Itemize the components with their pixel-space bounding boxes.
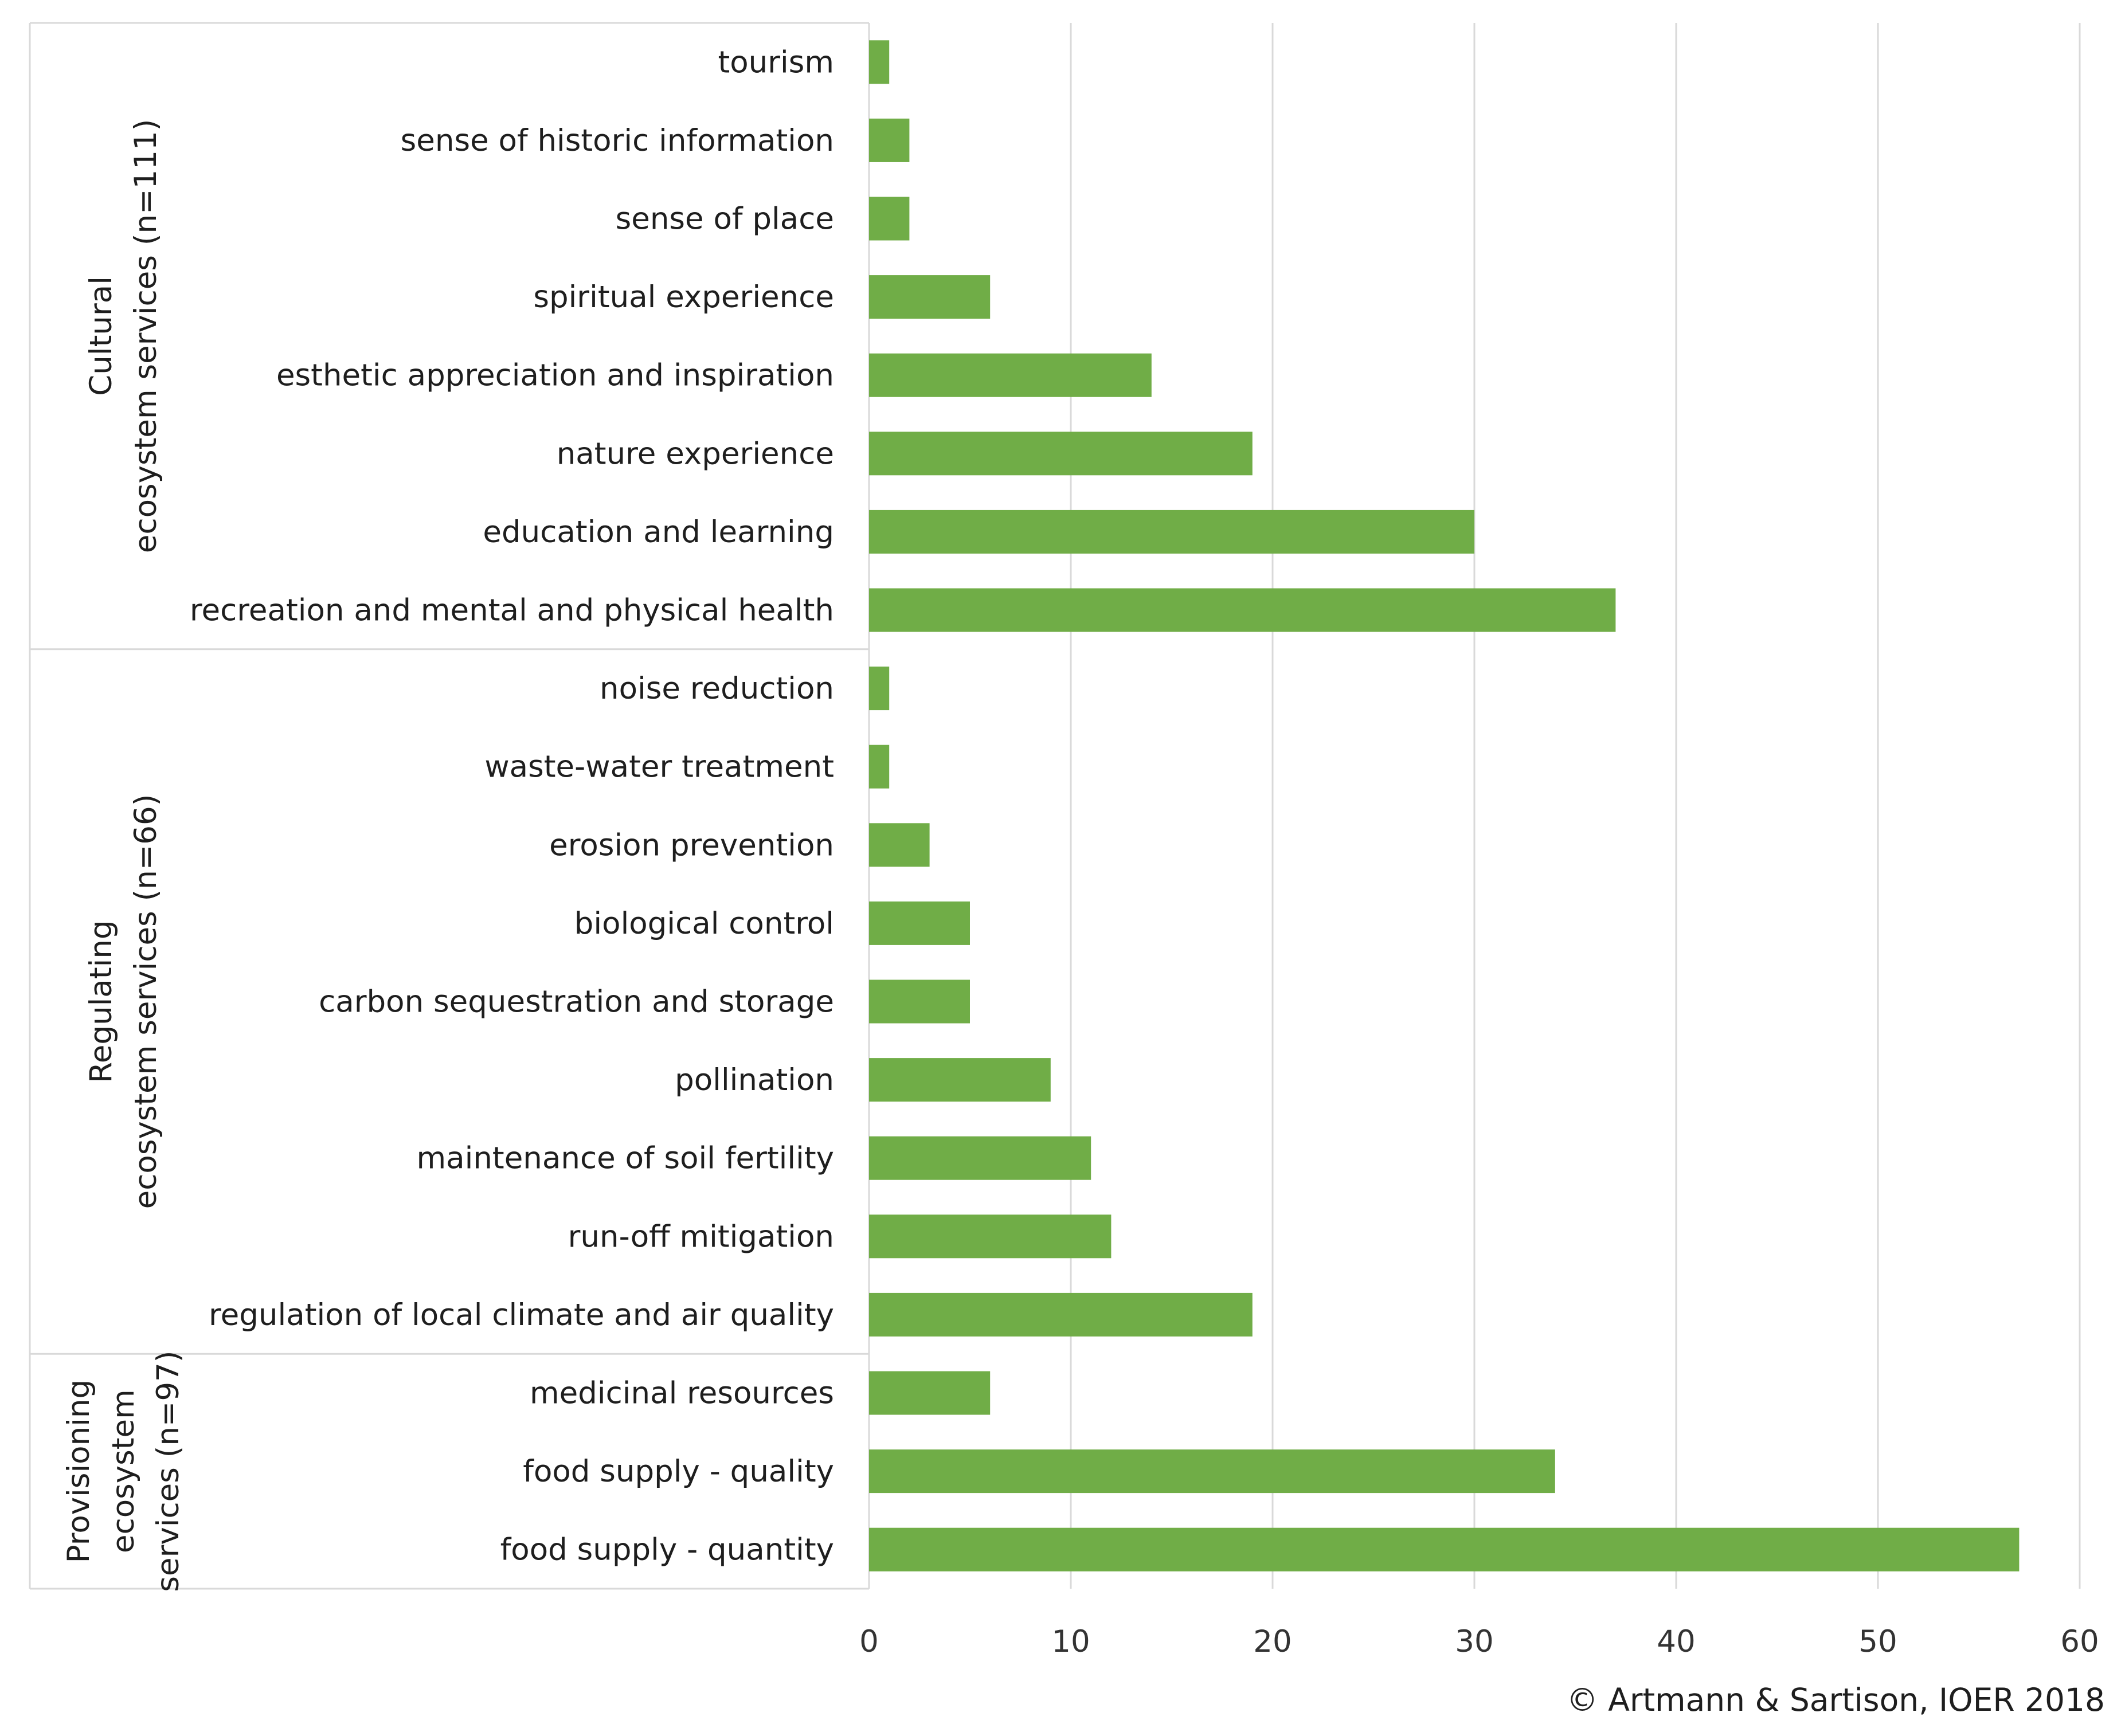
group-title-line: Regulating xyxy=(84,920,119,1083)
group-title-line: ecosystem xyxy=(106,1389,141,1553)
category-label: medicinal resources xyxy=(530,1376,834,1411)
category-label: biological control xyxy=(574,906,834,941)
bar xyxy=(869,823,930,867)
category-label: sense of historic information xyxy=(401,123,834,158)
category-label: recreation and mental and physical healt… xyxy=(190,593,834,628)
bar xyxy=(869,1449,1555,1494)
category-label: esthetic appreciation and inspiration xyxy=(276,358,834,393)
bar xyxy=(869,40,890,84)
group-title-line: ecosystem services (n=66) xyxy=(128,794,163,1209)
bar xyxy=(869,432,1253,476)
group-title: Cultural ecosystem services (n=111) xyxy=(84,119,163,553)
x-axis-ticks: 0 10 20 30 40 50 60 xyxy=(859,1624,2099,1659)
group-title-line: Cultural xyxy=(84,276,119,396)
group-title: Regulating ecosystem services (n=66) xyxy=(84,794,163,1209)
bar xyxy=(869,1527,2020,1572)
category-label: regulation of local climate and air qual… xyxy=(209,1298,834,1333)
bars xyxy=(869,40,2020,1572)
group-title: Provisioning ecosystem services (n=97) xyxy=(61,1351,186,1592)
bar xyxy=(869,588,1616,632)
group-title-line: services (n=97) xyxy=(151,1351,186,1592)
x-tick-label: 40 xyxy=(1657,1624,1695,1659)
category-label: food supply - quantity xyxy=(500,1533,834,1568)
bar xyxy=(869,1058,1051,1102)
x-tick-label: 60 xyxy=(2060,1624,2099,1659)
bar xyxy=(869,744,890,789)
category-label: waste-water treatment xyxy=(484,750,834,785)
bar xyxy=(869,979,970,1024)
category-label: spiritual experience xyxy=(533,280,834,315)
category-label: pollination xyxy=(675,1063,834,1098)
bar xyxy=(869,1371,991,1415)
category-label: tourism xyxy=(718,45,834,80)
x-tick-label: 10 xyxy=(1051,1624,1090,1659)
category-labels: tourism sense of historic information sens… xyxy=(190,45,834,1567)
x-tick-label: 30 xyxy=(1455,1624,1493,1659)
copyright-credit: © Artmann & Sartison, IOER 2018 xyxy=(1567,1682,2105,1718)
bar xyxy=(869,118,910,162)
group-title-line: ecosystem services (n=111) xyxy=(128,119,163,553)
bar xyxy=(869,197,910,241)
category-label: sense of place xyxy=(616,202,834,237)
category-label: maintenance of soil fertility xyxy=(417,1141,835,1176)
group-labels: Cultural ecosystem services (n=111) Regula… xyxy=(61,119,186,1592)
bar xyxy=(869,1136,1091,1180)
x-tick-label: 20 xyxy=(1253,1624,1292,1659)
bar xyxy=(869,667,890,711)
category-label: run-off mitigation xyxy=(568,1219,834,1254)
category-label: erosion prevention xyxy=(549,828,834,863)
category-label: education and learning xyxy=(483,515,834,550)
category-label: food supply - quality xyxy=(523,1454,834,1489)
bar xyxy=(869,510,1474,554)
category-label: noise reduction xyxy=(600,671,834,706)
bar xyxy=(869,1214,1112,1259)
x-tick-label: 50 xyxy=(1858,1624,1897,1659)
x-tick-label: 0 xyxy=(859,1624,879,1659)
group-title-line: Provisioning xyxy=(61,1380,96,1563)
bar xyxy=(869,1292,1253,1337)
category-label: nature experience xyxy=(557,436,834,471)
gridlines xyxy=(1070,23,2081,1589)
bar xyxy=(869,275,991,319)
bar xyxy=(869,901,970,945)
category-label: carbon sequestration and storage xyxy=(319,985,834,1020)
bar xyxy=(869,353,1152,397)
